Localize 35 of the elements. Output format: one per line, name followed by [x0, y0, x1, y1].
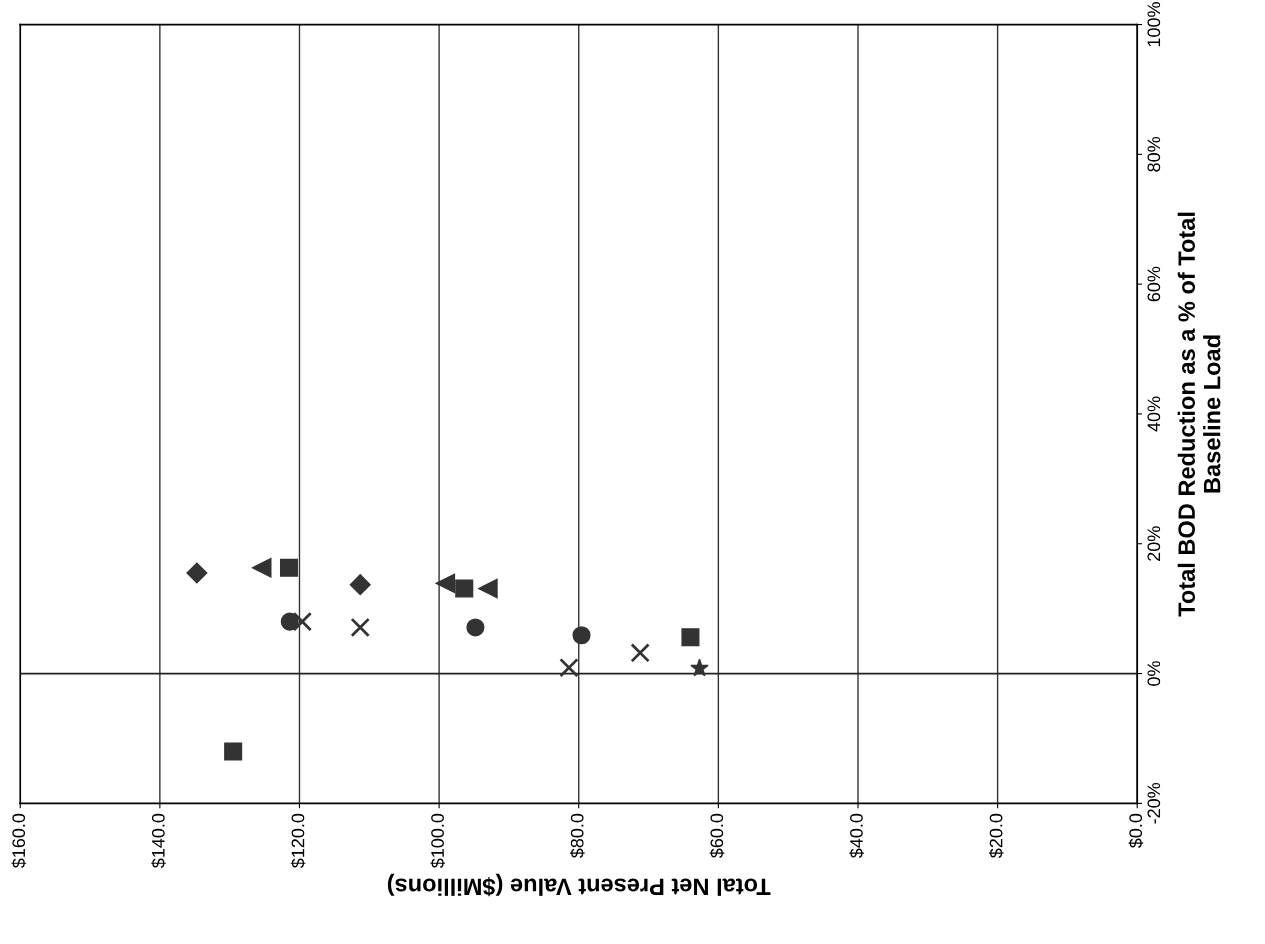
point: [630, 643, 650, 663]
y-tick-label: 100%: [1147, 2, 1161, 47]
point: [349, 574, 371, 596]
x-axis-title: Total Net Present Value ($Millions): [387, 873, 771, 897]
y-tick-label: 40%: [1147, 396, 1161, 432]
x-tick-label: $60.0: [709, 813, 725, 859]
y-tick-label: 60%: [1147, 266, 1161, 302]
point: [435, 573, 456, 594]
point: [455, 579, 474, 598]
y-tick-label: 80%: [1147, 136, 1161, 172]
point: [186, 562, 208, 584]
point: [252, 558, 272, 578]
x-tick-label: $120.0: [290, 813, 306, 869]
y-axis-title: Total BOD Reduction as a % of Total Baseline Load: [1177, 212, 1221, 617]
x-tick-label: $140.0: [151, 813, 166, 869]
x-tick-label: $20.0: [988, 813, 1004, 859]
point: [292, 611, 312, 632]
point: [572, 626, 591, 645]
point: [350, 617, 370, 638]
point: [224, 742, 243, 761]
point: [478, 578, 498, 599]
point: [681, 628, 700, 647]
x-tick-label: $40.0: [849, 813, 864, 859]
y-tick-label: 0%: [1147, 661, 1161, 686]
x-tick-label: $0.0: [1128, 813, 1144, 849]
point: [466, 618, 485, 637]
x-tick-label: $80.0: [570, 813, 585, 859]
y-tick-label: -20%: [1147, 782, 1161, 824]
y-tick-label: 20%: [1147, 526, 1161, 561]
point: [280, 612, 299, 631]
point: [690, 658, 709, 677]
point: [559, 657, 579, 678]
x-tick-label: $100.0: [430, 813, 446, 869]
x-tick-label: $160.0: [11, 813, 27, 869]
point: [279, 558, 299, 577]
